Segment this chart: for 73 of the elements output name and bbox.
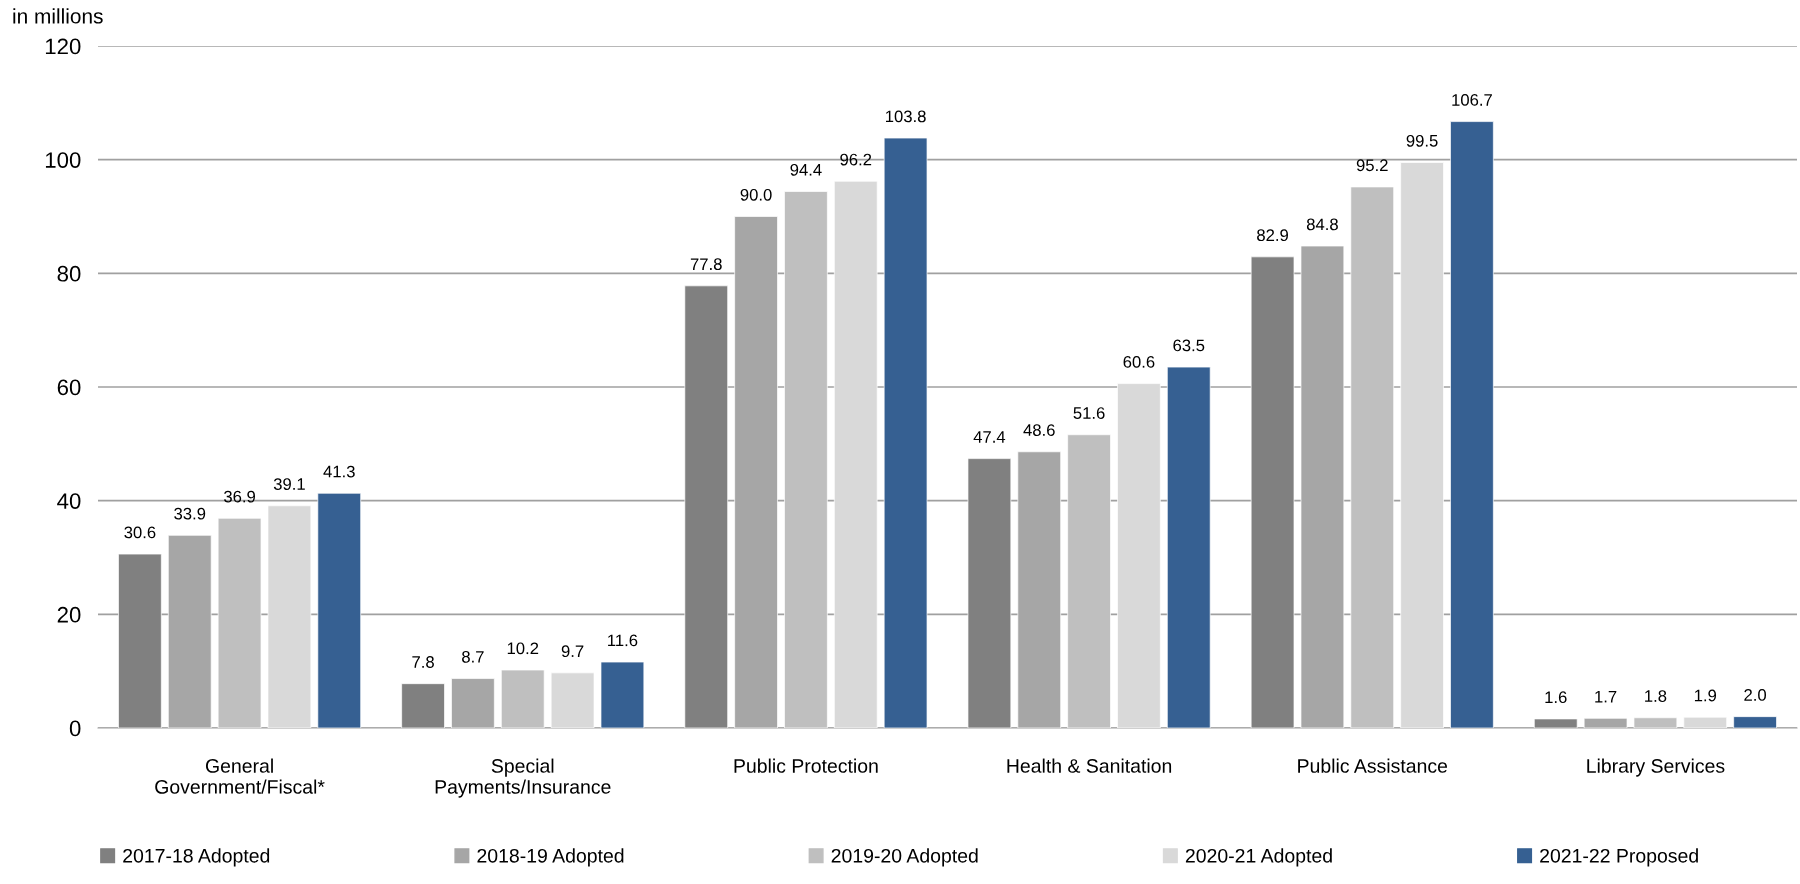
data-label: 33.9: [174, 507, 206, 520]
bar: [500, 669, 545, 728]
bar: [550, 672, 595, 728]
data-label: 1.7: [1595, 690, 1617, 703]
data-label: 41.3: [323, 465, 355, 478]
data-label: 106.7: [1452, 93, 1492, 106]
x-tick-label: Library Services: [1587, 758, 1725, 777]
bar: [784, 191, 828, 728]
data-label: 99.5: [1406, 134, 1438, 147]
bar: [1350, 186, 1395, 728]
data-label: 8.7: [462, 650, 484, 663]
y-tick-label: 40: [57, 493, 81, 509]
legend-label: 2019-20 Adopted: [831, 848, 978, 867]
bar: [217, 517, 262, 728]
x-tick-label: Public Protection: [734, 758, 878, 773]
bar: [401, 683, 445, 728]
x-tick-label: Public Assistance: [1298, 758, 1448, 773]
data-label: 2.0: [1744, 689, 1767, 701]
bar: [317, 492, 362, 728]
data-label: 48.6: [1023, 424, 1055, 436]
bar: [600, 661, 645, 728]
bar: [967, 458, 1012, 728]
bar: [1633, 717, 1678, 728]
y-tick-label: 120: [45, 38, 81, 55]
data-label: 39.1: [273, 478, 305, 490]
x-tick-label: Special Payments/Insurance: [435, 758, 611, 798]
bar: [1067, 434, 1111, 728]
data-label: 103.8: [886, 110, 926, 123]
bar: [1733, 716, 1777, 728]
bar: [267, 505, 312, 728]
legend-label: 2021-22 Proposed: [1540, 848, 1698, 867]
data-label: 1.8: [1645, 690, 1667, 702]
x-tick-label: Health & Sanitation: [1007, 758, 1172, 773]
data-label: 10.2: [507, 642, 539, 655]
legend-label: 2020-21 Adopted: [1185, 848, 1332, 867]
data-label: 1.9: [1694, 689, 1717, 702]
bar: [1683, 716, 1728, 728]
x-tick-label: General Government/Fiscal*: [155, 758, 325, 794]
bar: [883, 137, 928, 728]
data-label: 63.5: [1173, 339, 1205, 352]
legend-label: 2018-19 Adopted: [477, 848, 624, 867]
data-label: 30.6: [124, 526, 156, 539]
data-label: 11.6: [608, 634, 638, 647]
data-label: 7.8: [412, 656, 434, 668]
data-label: 9.7: [561, 645, 584, 658]
legend-label: 2017-18 Adopted: [123, 848, 270, 867]
bar: [1400, 162, 1444, 728]
data-label: 77.8: [690, 258, 722, 271]
data-label: 36.9: [224, 490, 256, 503]
y-tick-label: 0: [69, 720, 81, 737]
data-label: 1.6: [1545, 691, 1567, 704]
bar: [1117, 383, 1161, 728]
data-label: 95.2: [1356, 159, 1388, 172]
data-label: 47.4: [973, 431, 1006, 443]
bar: [1250, 256, 1295, 728]
data-label: 51.6: [1073, 407, 1105, 419]
y-tick-label: 20: [57, 606, 81, 623]
y-axis-title: in millions: [13, 8, 103, 24]
data-label: 82.9: [1257, 229, 1289, 242]
bar: [1166, 366, 1211, 728]
bar: [1533, 718, 1578, 728]
data-label: 90.0: [740, 188, 772, 201]
y-tick-label: 100: [45, 152, 81, 168]
y-tick-label: 60: [57, 379, 81, 396]
data-label: 84.8: [1306, 218, 1338, 231]
y-tick-label: 80: [57, 265, 81, 282]
bar: [1450, 121, 1494, 728]
bar: [118, 553, 162, 728]
data-label: 60.6: [1123, 355, 1155, 368]
bar: [684, 285, 729, 728]
data-label: 94.4: [790, 163, 822, 176]
data-label: 96.2: [840, 153, 872, 166]
bar: [833, 180, 878, 728]
